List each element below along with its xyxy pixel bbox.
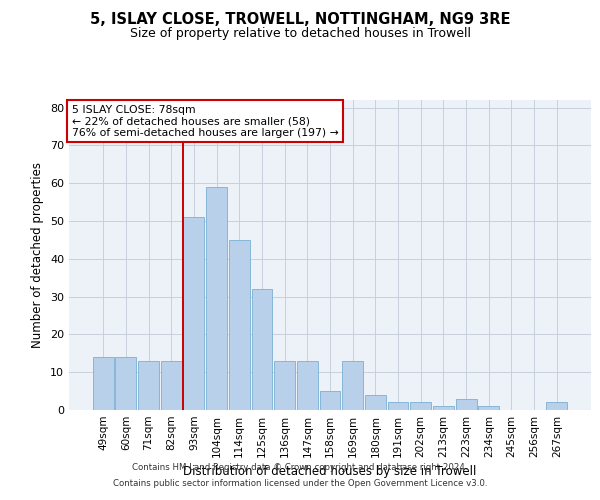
Y-axis label: Number of detached properties: Number of detached properties [31,162,44,348]
Text: Contains HM Land Registry data © Crown copyright and database right 2024.: Contains HM Land Registry data © Crown c… [132,464,468,472]
Bar [93,357,113,410]
Bar [184,217,205,410]
Bar [547,402,567,410]
Bar [365,395,386,410]
Bar [274,361,295,410]
Bar [388,402,409,410]
Bar [161,361,182,410]
Bar [138,361,159,410]
Text: 5, ISLAY CLOSE, TROWELL, NOTTINGHAM, NG9 3RE: 5, ISLAY CLOSE, TROWELL, NOTTINGHAM, NG9… [90,12,510,28]
Bar [251,289,272,410]
Bar [410,402,431,410]
Bar [206,187,227,410]
Bar [320,391,340,410]
Bar [342,361,363,410]
Bar [297,361,318,410]
Text: Size of property relative to detached houses in Trowell: Size of property relative to detached ho… [130,28,470,40]
X-axis label: Distribution of detached houses by size in Trowell: Distribution of detached houses by size … [184,466,476,478]
Bar [478,406,499,410]
Text: 5 ISLAY CLOSE: 78sqm
← 22% of detached houses are smaller (58)
76% of semi-detac: 5 ISLAY CLOSE: 78sqm ← 22% of detached h… [71,104,338,138]
Bar [433,406,454,410]
Bar [455,398,476,410]
Bar [229,240,250,410]
Bar [115,357,136,410]
Text: Contains public sector information licensed under the Open Government Licence v3: Contains public sector information licen… [113,478,487,488]
